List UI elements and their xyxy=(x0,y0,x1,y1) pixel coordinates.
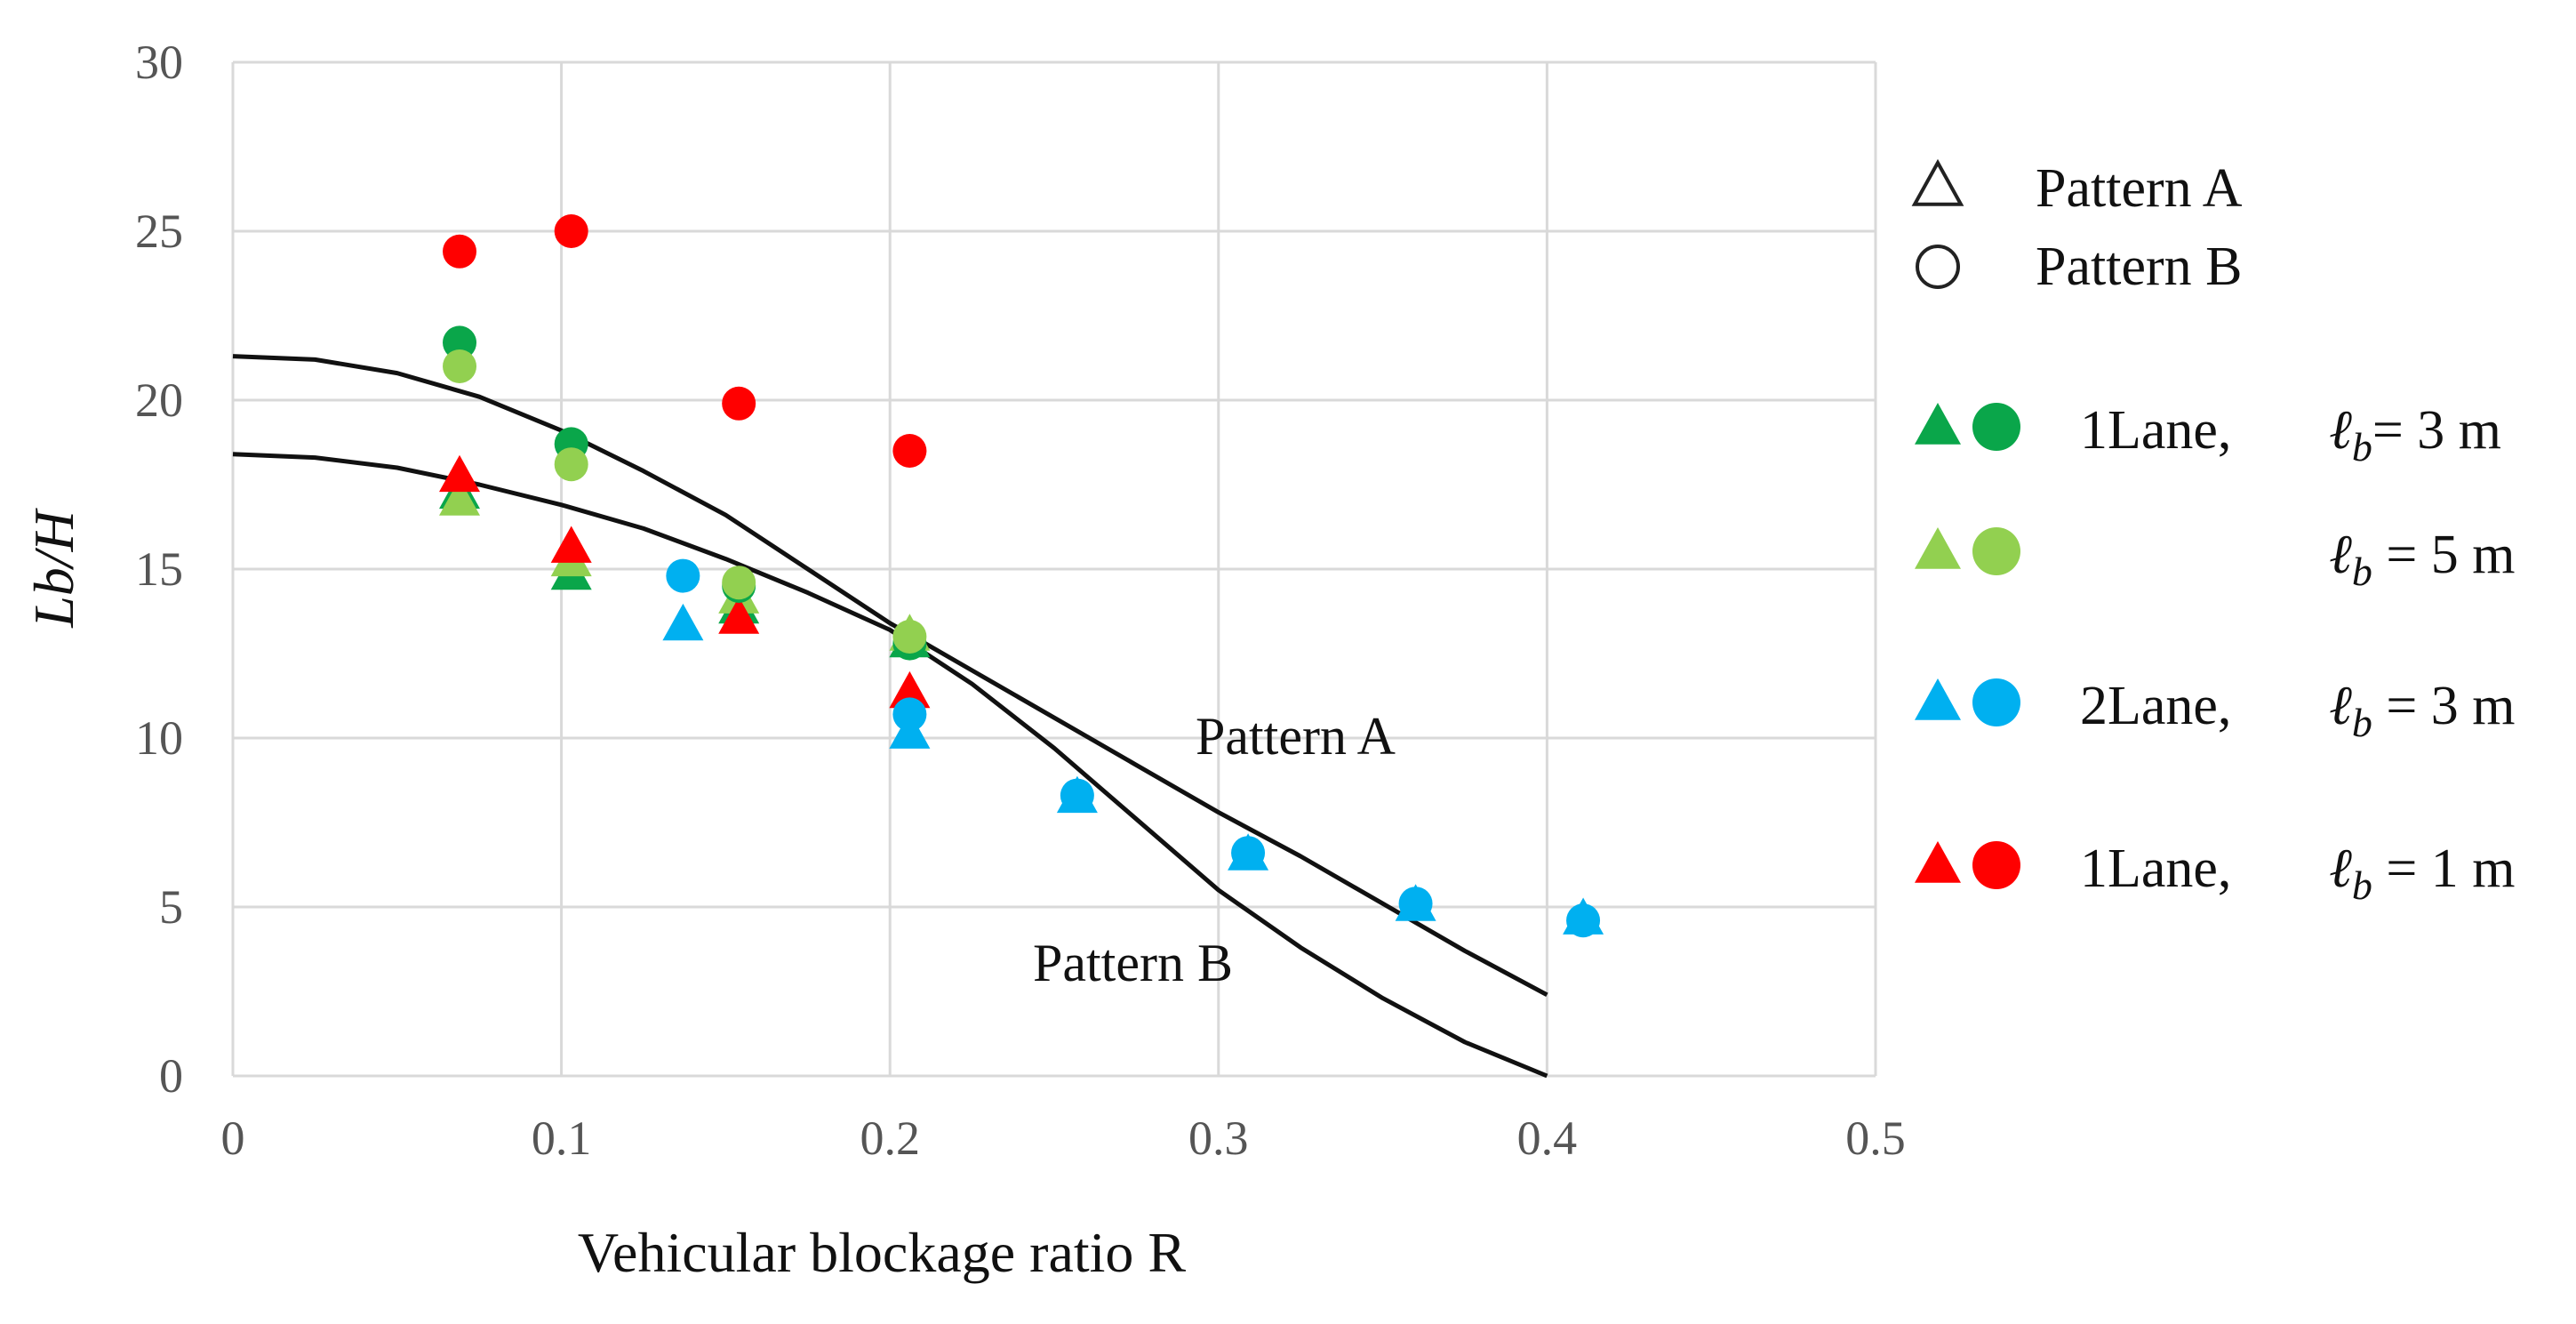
legend-entry-triangle-icon xyxy=(1915,678,1961,720)
data-point-circle xyxy=(443,349,477,383)
legend: Pattern A Pattern B 1Lane, ℓb= 3 m ℓb = 5 m 2… xyxy=(1911,158,2516,908)
data-point-circle xyxy=(443,325,477,360)
data-point-circle xyxy=(892,697,927,732)
data-point-triangle xyxy=(439,454,480,493)
legend-entry-triangle-icon xyxy=(1915,403,1961,445)
legend-entry-circle-icon xyxy=(1972,527,2020,575)
data-point-circle xyxy=(1398,887,1433,921)
legend-entry-circle-icon xyxy=(1972,403,2020,451)
legend-entry-length-label: ℓb = 3 m xyxy=(2329,676,2516,745)
data-point-triangle xyxy=(439,478,480,516)
legend-entry-circle-icon xyxy=(1972,678,2020,726)
data-point-circle xyxy=(722,386,756,421)
y-tick-label: 25 xyxy=(135,205,183,258)
data-point-triangle xyxy=(889,670,931,709)
y-tick-label: 30 xyxy=(135,36,183,89)
data-point-triangle xyxy=(550,526,592,563)
x-tick-label: 0 xyxy=(221,1111,245,1165)
chart-labels: Pattern A Pattern B Vehicular blockage r… xyxy=(22,507,1396,1284)
x-tick-label: 0.5 xyxy=(1845,1111,1906,1165)
legend-entry-lane-label: 1Lane, xyxy=(2080,400,2231,461)
data-markers xyxy=(439,214,1604,938)
data-point-circle xyxy=(1231,836,1266,871)
legend-entry-lane-label: 2Lane, xyxy=(2080,676,2231,736)
axes: 0 5 10 15 20 25 30 0 0.1 0.2 0.3 0.4 0.5 xyxy=(135,36,1906,1165)
data-point-circle xyxy=(554,447,588,482)
x-axis-title: Vehicular blockage ratio R xyxy=(578,1221,1187,1284)
data-point-circle xyxy=(1566,903,1601,938)
legend-entry-lane-label: 1Lane, xyxy=(2080,839,2231,899)
data-point-triangle xyxy=(662,603,704,641)
legend-pattern-b-circle-icon xyxy=(1916,245,1960,289)
curve-label-pattern-b: Pattern B xyxy=(1033,934,1233,992)
y-tick-label: 10 xyxy=(135,711,183,765)
y-tick-label: 0 xyxy=(159,1049,183,1103)
curve-pattern-a xyxy=(232,354,1548,998)
y-tick-label: 5 xyxy=(159,880,183,934)
legend-entry-circle-icon xyxy=(1972,841,2020,889)
legend-entry-triangle-icon xyxy=(1915,841,1961,883)
y-tick-label: 15 xyxy=(135,542,183,596)
legend-pattern-b-label: Pattern B xyxy=(2036,237,2242,297)
y-axis-title: Lb/H xyxy=(22,507,85,628)
x-tick-label: 0.1 xyxy=(532,1111,592,1165)
data-point-circle xyxy=(1060,778,1094,813)
legend-entry-length-label: ℓb = 1 m xyxy=(2329,839,2516,908)
data-point-circle xyxy=(443,234,477,269)
x-tick-label: 0.3 xyxy=(1188,1111,1249,1165)
curve-label-pattern-a: Pattern A xyxy=(1196,707,1396,766)
x-tick-label: 0.4 xyxy=(1517,1111,1578,1165)
y-tick-label: 20 xyxy=(135,373,183,427)
legend-pattern-a-triangle-icon xyxy=(1911,158,1964,206)
data-point-circle xyxy=(666,558,700,593)
legend-entry-length-label: ℓb= 3 m xyxy=(2329,400,2501,469)
legend-entry-triangle-icon xyxy=(1915,527,1961,569)
data-point-circle xyxy=(554,214,588,248)
data-point-circle xyxy=(892,620,927,654)
x-tick-label: 0.2 xyxy=(860,1111,920,1165)
legend-entry-length-label: ℓb = 5 m xyxy=(2329,525,2516,594)
data-point-circle xyxy=(892,434,927,468)
data-point-triangle xyxy=(718,597,760,634)
legend-pattern-a-label: Pattern A xyxy=(2036,158,2243,219)
data-point-circle xyxy=(722,566,756,600)
